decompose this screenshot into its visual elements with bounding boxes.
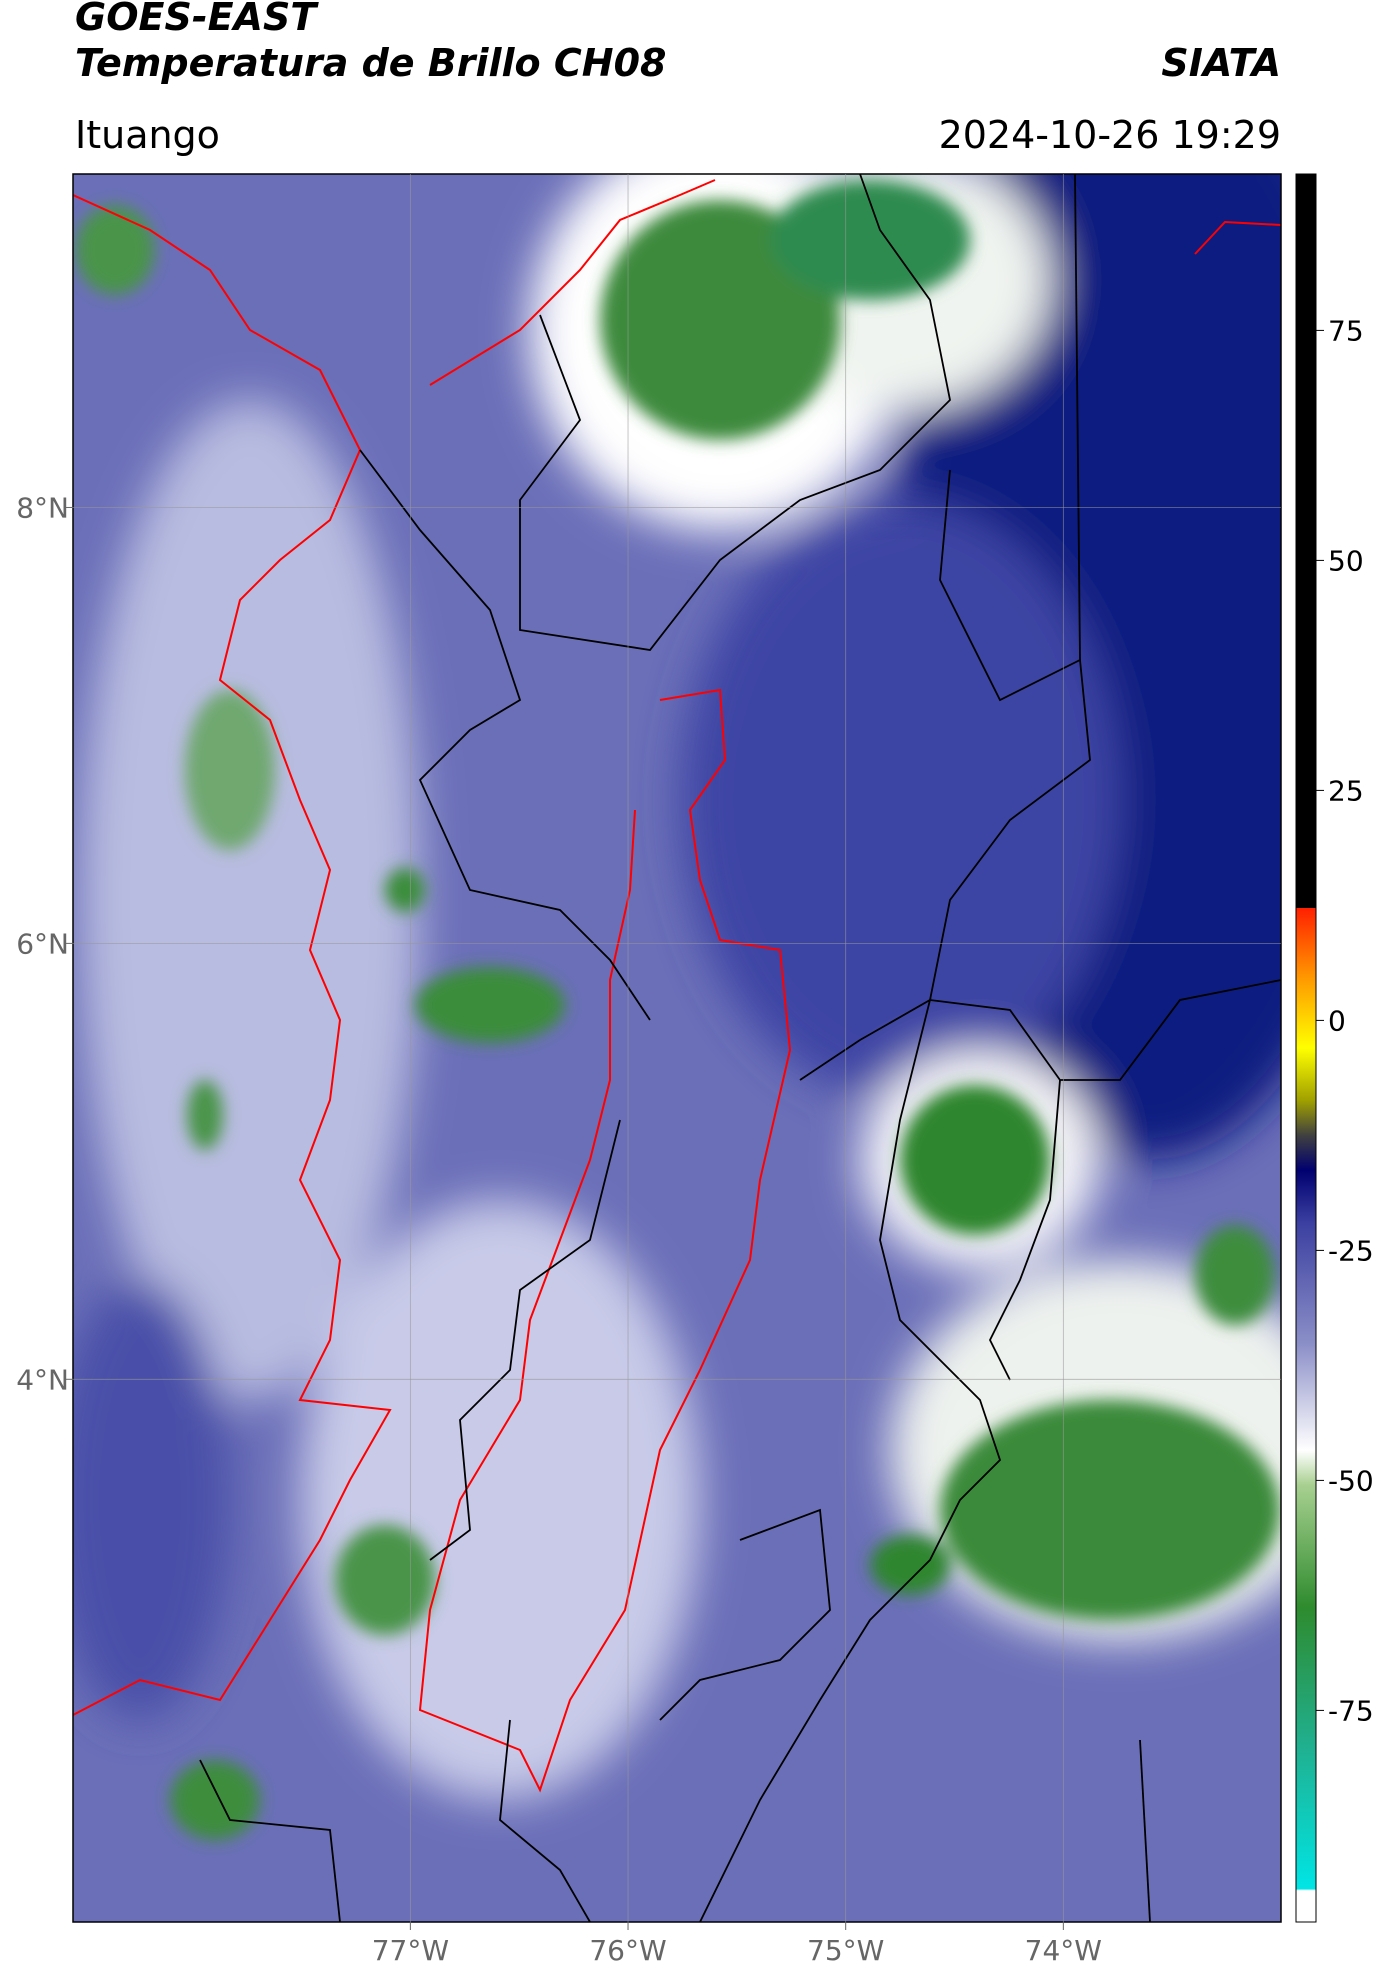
coastline	[73, 179, 1281, 1793]
x-tick-label: 75°W	[807, 1934, 884, 1967]
colorbar	[1295, 173, 1317, 1923]
map-frame	[72, 173, 1282, 1923]
x-tick-label: 76°W	[589, 1934, 666, 1967]
title: GOES-EAST	[75, 0, 319, 39]
imagery	[73, 174, 1281, 1922]
x-tick-label: 77°W	[372, 1934, 449, 1967]
x-tick-label: 74°W	[1025, 1934, 1102, 1967]
y-tick-label: 6°N	[16, 927, 69, 960]
colorbar-tick-label: 25	[1328, 774, 1364, 807]
brand: SIATA	[1161, 41, 1281, 85]
y-tick-label: 4°N	[16, 1363, 69, 1396]
colorbar-tick-label: 50	[1328, 544, 1364, 577]
colorbar-tick-label: -75	[1328, 1694, 1374, 1727]
datetime: 2024-10-26 19:29	[939, 113, 1281, 157]
subtitle: Temperatura de Brillo CH08	[75, 41, 666, 85]
colorbar-tick-label: -50	[1328, 1464, 1374, 1497]
colorbar-tick-label: 0	[1328, 1004, 1346, 1037]
location: Ituango	[75, 113, 220, 157]
y-tick-label: 8°N	[16, 491, 69, 524]
admin-borders	[199, 174, 1281, 1922]
colorbar-tick-label: -25	[1328, 1234, 1374, 1267]
colorbar-tick-label: 75	[1328, 314, 1364, 347]
